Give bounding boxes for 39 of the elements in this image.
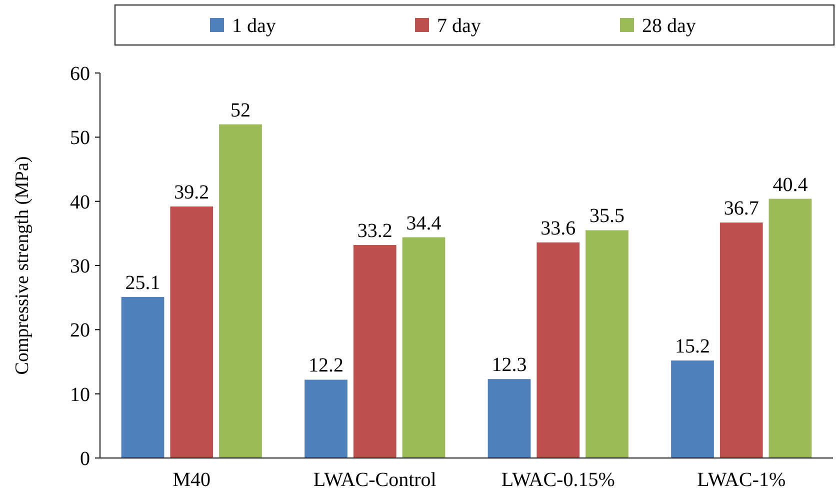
x-tick-label: LWAC-1%	[697, 469, 786, 491]
data-label: 12.3	[492, 354, 527, 376]
data-label: 40.4	[772, 174, 808, 196]
bar	[402, 237, 446, 458]
data-label: 34.4	[406, 212, 442, 234]
bar	[768, 198, 812, 458]
data-label: 33.6	[540, 217, 576, 240]
bar	[170, 206, 214, 458]
data-label: 35.5	[589, 205, 624, 228]
legend-label: 1 day	[232, 15, 276, 37]
data-label: 39.2	[174, 181, 210, 204]
bar	[488, 379, 531, 458]
data-label: 36.7	[724, 198, 759, 220]
legend-label: 7 day	[437, 15, 481, 37]
bar	[304, 380, 348, 458]
y-tick-label: 20	[70, 320, 90, 342]
data-label: 25.1	[125, 272, 160, 294]
bar	[536, 242, 580, 458]
data-label: 15.2	[675, 335, 710, 358]
y-tick-label: 40	[70, 191, 90, 214]
x-tick-label: LWAC-Control	[313, 469, 437, 491]
bar	[720, 222, 763, 458]
y-tick-label: 30	[70, 256, 90, 278]
x-tick-label: LWAC-0.15%	[501, 469, 615, 491]
bar	[219, 124, 262, 458]
data-label: 33.2	[357, 220, 392, 242]
y-tick-label: 0	[80, 448, 90, 470]
data-label: 12.2	[308, 354, 344, 377]
y-tick-label: 10	[70, 384, 90, 406]
bar	[671, 360, 714, 458]
y-tick-label: 60	[70, 63, 90, 85]
bar	[121, 296, 164, 458]
y-tick-label: 50	[70, 127, 90, 150]
x-tick-label: M40	[172, 469, 211, 491]
y-axis-title: Compressive strength (MPa)	[12, 156, 33, 375]
bar	[586, 230, 628, 458]
legend-label: 28 day	[642, 15, 696, 37]
bar	[353, 244, 396, 458]
data-label: 52	[230, 99, 250, 122]
